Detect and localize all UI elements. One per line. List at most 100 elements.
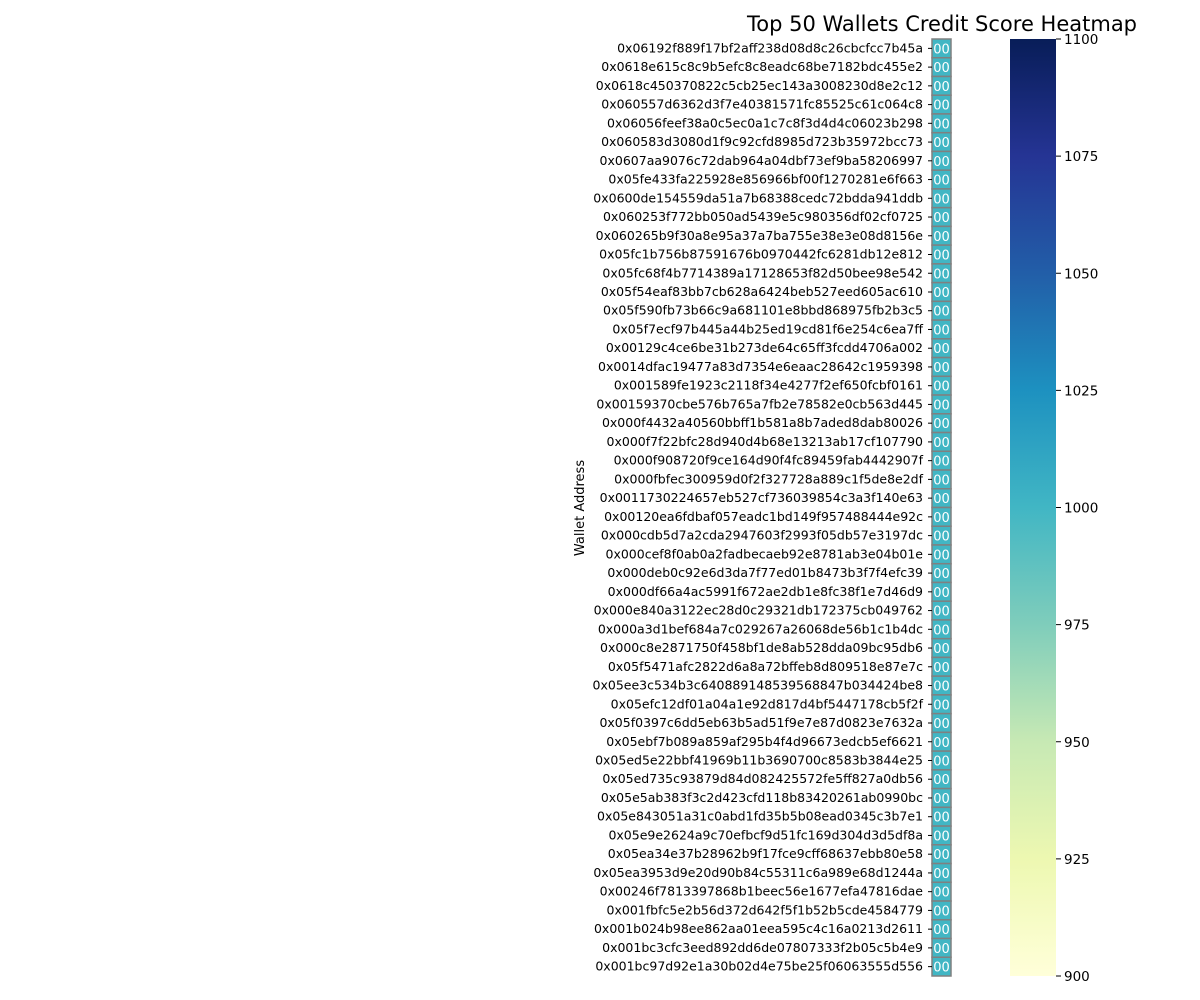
cell-annotation: 00 — [933, 136, 950, 151]
row-label: 0x0618c450370822c5cb25ec143a3008230d8e2c… — [596, 78, 923, 93]
cell-annotation: 00 — [933, 754, 950, 769]
cell-annotation: 00 — [933, 942, 950, 957]
cell-annotation: 00 — [933, 80, 950, 95]
row-label: 0x000c8e2871750f458bf1de8ab528dda09bc95d… — [600, 640, 923, 655]
cell-annotation: 00 — [933, 417, 950, 432]
row-label: 0x000cef8f0ab0a2fadbecaeb92e8781ab3e04b0… — [606, 546, 924, 561]
colorbar-tick-label: 1000 — [1064, 501, 1098, 517]
row-label: 0x000f908720f9ce164d90f4fc89459fab444290… — [614, 453, 924, 468]
cell-annotation: 00 — [933, 342, 950, 357]
cell-annotation: 00 — [933, 623, 950, 638]
row-label: 0x001bc97d92e1a30b02d4e75be25f06063555d5… — [595, 959, 923, 974]
row-label: 0x05f54eaf83bb7cb628a6424beb527eed605ac6… — [601, 284, 923, 299]
cell-annotation: 00 — [933, 305, 950, 320]
row-label: 0x000df66a4ac5991f672ae2db1e8fc38f1e7d46… — [608, 584, 923, 599]
row-label: 0x05f590fb73b66c9a681101e8bbd868975fb2b3… — [603, 303, 923, 318]
row-label: 0x05f7ecf97b445a44b25ed19cd81f6e254c6ea7… — [612, 321, 923, 336]
row-label: 0x05ebf7b089a859af295b4f4d96673edcb5ef66… — [606, 734, 923, 749]
row-label: 0x05e843051a31c0abd1fd35b5b08ead0345c3b7… — [597, 809, 923, 824]
colorbar-tick-label: 975 — [1064, 618, 1090, 634]
cell-annotation: 00 — [933, 567, 950, 582]
row-label: 0x000cdb5d7a2cda2947603f2993f05db57e3197… — [601, 528, 923, 543]
row-label: 0x000f7f22bfc28d940d4b68e13213ab17cf1077… — [607, 434, 923, 449]
colorbar-tick-label: 925 — [1064, 852, 1090, 868]
cell-annotation: 00 — [933, 530, 950, 545]
cell-annotation: 00 — [933, 792, 950, 807]
cell-annotation: 00 — [933, 380, 950, 395]
colorbar-ticks: 900 925 950 975 1000 1025 1050 1075 1100 — [1056, 32, 1098, 985]
cell-annotation: 00 — [933, 361, 950, 376]
cell-annotation: 00 — [933, 680, 950, 695]
cell-annotation: 00 — [933, 99, 950, 114]
cell-annotation: 00 — [933, 848, 950, 863]
row-label: 0x060253f772bb050ad5439e5c980356df02cf07… — [603, 209, 923, 224]
cell-annotation: 00 — [933, 230, 950, 245]
cell-annotation: 00 — [933, 249, 950, 264]
row-label: 0x00120ea6fdbaf057eadc1bd149f957488444e9… — [604, 509, 923, 524]
cell-annotation: 00 — [933, 661, 950, 676]
row-label: 0x0014dfac19477a83d7354e6eaac28642c19593… — [598, 359, 923, 374]
cell-annotation: 00 — [933, 192, 950, 207]
cell-annotation: 00 — [933, 605, 950, 620]
colorbar-tick-label: 1075 — [1064, 149, 1098, 165]
colorbar-tick-label: 1025 — [1064, 383, 1098, 399]
row-label: 0x000a3d1bef684a7c029267a26068de56b1c1b4… — [598, 621, 923, 636]
cell-annotation: 00 — [933, 286, 950, 301]
cell-annotation: 00 — [933, 492, 950, 507]
cell-annotation: 00 — [933, 736, 950, 751]
row-label: 0x05e9e2624a9c70efbcf9d51fc169d304d3d5df… — [608, 827, 923, 842]
colorbar — [1010, 39, 1056, 976]
cell-annotation: 00 — [933, 904, 950, 919]
row-label: 0x05efc12df01a04a1e92d817d4bf5447178cb5f… — [611, 696, 924, 711]
row-label: 0x05fe433fa225928e856966bf00f1270281e6f6… — [608, 172, 923, 187]
row-label: 0x000deb0c92e6d3da7f77ed01b8473b3f7f4efc… — [607, 565, 923, 580]
heatmap-cells: 00 00 00 00 00 00 00 00 00 00 00 00 00 00 00 00 00 00 00 00… — [931, 38, 952, 977]
colorbar-tick-label: 950 — [1064, 735, 1090, 751]
row-label: 0x00246f7813397868b1beec56e1677efa47816d… — [600, 884, 924, 899]
cell-annotation: 00 — [933, 398, 950, 413]
row-label: 0x06056feef38a0c5ec0a1c7c8f3d4d4c06023b2… — [607, 115, 923, 130]
row-label: 0x00129c4ce6be31b273de64c65ff3fcdd4706a0… — [606, 340, 923, 355]
cell-annotation: 00 — [933, 717, 950, 732]
row-label: 0x05ed735c93879d84d082425572fe5ff827a0db… — [602, 771, 923, 786]
row-label: 0x05fc1b756b87591676b0970442fc6281db12e8… — [599, 247, 923, 262]
cell-annotation: 00 — [933, 548, 950, 563]
cell-annotation: 00 — [933, 455, 950, 470]
row-label: 0x05fc68f4b7714389a17128653f82d50bee98e5… — [602, 265, 923, 280]
cell-annotation: 00 — [933, 829, 950, 844]
cell-annotation: 00 — [933, 473, 950, 488]
row-label: 0x000f4432a40560bbff1b581a8b7aded8dab800… — [602, 415, 923, 430]
cell-annotation: 00 — [933, 923, 950, 938]
row-label: 0x0607aa9076c72dab964a04dbf73ef9ba582069… — [600, 153, 923, 168]
cell-annotation: 00 — [933, 886, 950, 901]
cell-annotation: 00 — [933, 117, 950, 132]
cell-annotation: 00 — [933, 698, 950, 713]
colorbar-tick-label: 1050 — [1064, 266, 1098, 282]
row-label: 0x05e5ab383f3c2d423cfd118b83420261ab0990… — [601, 790, 923, 805]
cell-annotation: 00 — [933, 811, 950, 826]
colorbar-tick-label: 900 — [1064, 969, 1090, 985]
cell-annotation: 00 — [933, 867, 950, 882]
row-label: 0x05ea3953d9e20d90b84c55311c6a989e68d124… — [593, 865, 923, 880]
row-label: 0x05ed5e22bbf41969b11b3690700c8583b3844e… — [595, 752, 923, 767]
cell-annotation: 00 — [933, 42, 950, 57]
cell-annotation: 00 — [933, 155, 950, 170]
row-label: 0x05ea34e37b28962b9f17fce9cff68637ebb80e… — [608, 846, 923, 861]
cell-annotation: 00 — [933, 61, 950, 76]
cell-annotation: 00 — [933, 511, 950, 526]
cell-annotation: 00 — [933, 174, 950, 189]
row-label: 0x060557d6362d3f7e40381571fc85525c61c064… — [601, 97, 923, 112]
cell-annotation: 00 — [933, 323, 950, 338]
cell-annotation: 00 — [933, 642, 950, 657]
row-label: 0x001bc3cfc3eed892dd6de07807333f2b05c5b4… — [602, 940, 923, 955]
cell-annotation: 00 — [933, 267, 950, 282]
row-label: 0x0618e615c8c9b5efc8c8eadc68be7182bdc455… — [601, 59, 923, 74]
row-label: 0x00159370cbe576b765a7fb2e78582e0cb563d4… — [596, 396, 923, 411]
chart-title: Top 50 Wallets Credit Score Heatmap — [746, 12, 1137, 36]
row-label: 0x000fbfec300959d0f2f327728a889c1f5de8e2… — [614, 471, 923, 486]
row-label: 0x05f5471afc2822d6a8a72bffeb8d809518e87e… — [608, 659, 923, 674]
row-labels: 0x06192f889f17bf2aff238d08d8c26cbcfcc7b4… — [593, 40, 932, 974]
row-label: 0x05ee3c534b3c640889148539568847b034424b… — [593, 678, 924, 693]
cell-annotation: 00 — [933, 586, 950, 601]
